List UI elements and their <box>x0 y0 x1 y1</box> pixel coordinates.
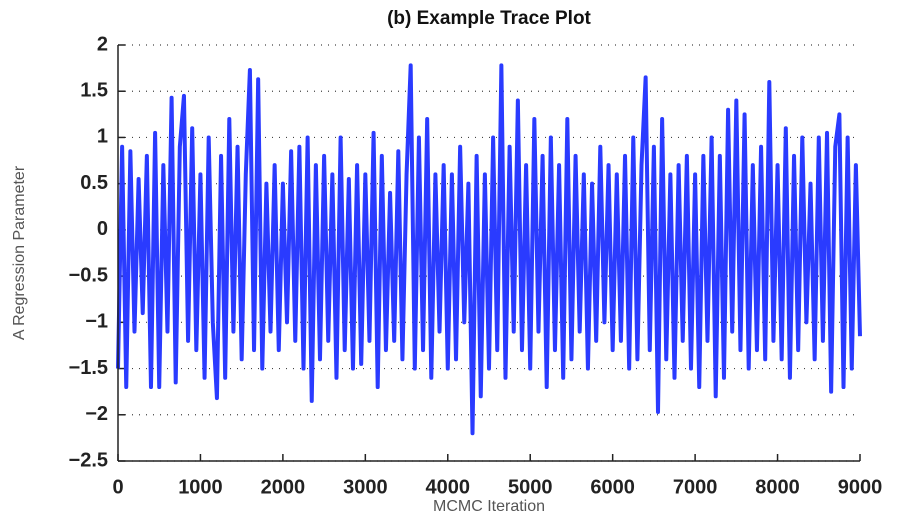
y-tick-label: 1.5 <box>80 80 108 102</box>
x-tick-label: 1000 <box>178 476 223 498</box>
x-tick-label: 8000 <box>755 476 800 498</box>
x-tick-label: 0 <box>112 476 123 498</box>
x-tick-label: 3000 <box>343 476 388 498</box>
y-tick-label: −2.5 <box>69 449 108 471</box>
x-tick-label: 4000 <box>426 476 471 498</box>
x-tick-label: 9000 <box>838 476 883 498</box>
x-tick-label: 5000 <box>508 476 553 498</box>
y-tick-label: 0 <box>97 218 108 240</box>
y-tick-label: −1.5 <box>69 357 108 379</box>
y-tick-label: 1 <box>97 126 108 148</box>
x-tick-label: 6000 <box>590 476 635 498</box>
y-tick-label: 0.5 <box>80 172 108 194</box>
x-tick-label: 7000 <box>673 476 718 498</box>
chart-title: (b) Example Trace Plot <box>387 8 591 29</box>
x-tick-label: 2000 <box>261 476 306 498</box>
y-tick-label: −1 <box>85 311 108 333</box>
y-axis-label: A Regression Parameter <box>11 165 28 340</box>
y-tick-label: −0.5 <box>69 264 108 286</box>
x-axis-label: MCMC Iteration <box>433 498 545 515</box>
y-tick-label: −2 <box>85 403 108 425</box>
y-tick-label: 2 <box>97 33 108 55</box>
trace-line <box>116 63 862 436</box>
